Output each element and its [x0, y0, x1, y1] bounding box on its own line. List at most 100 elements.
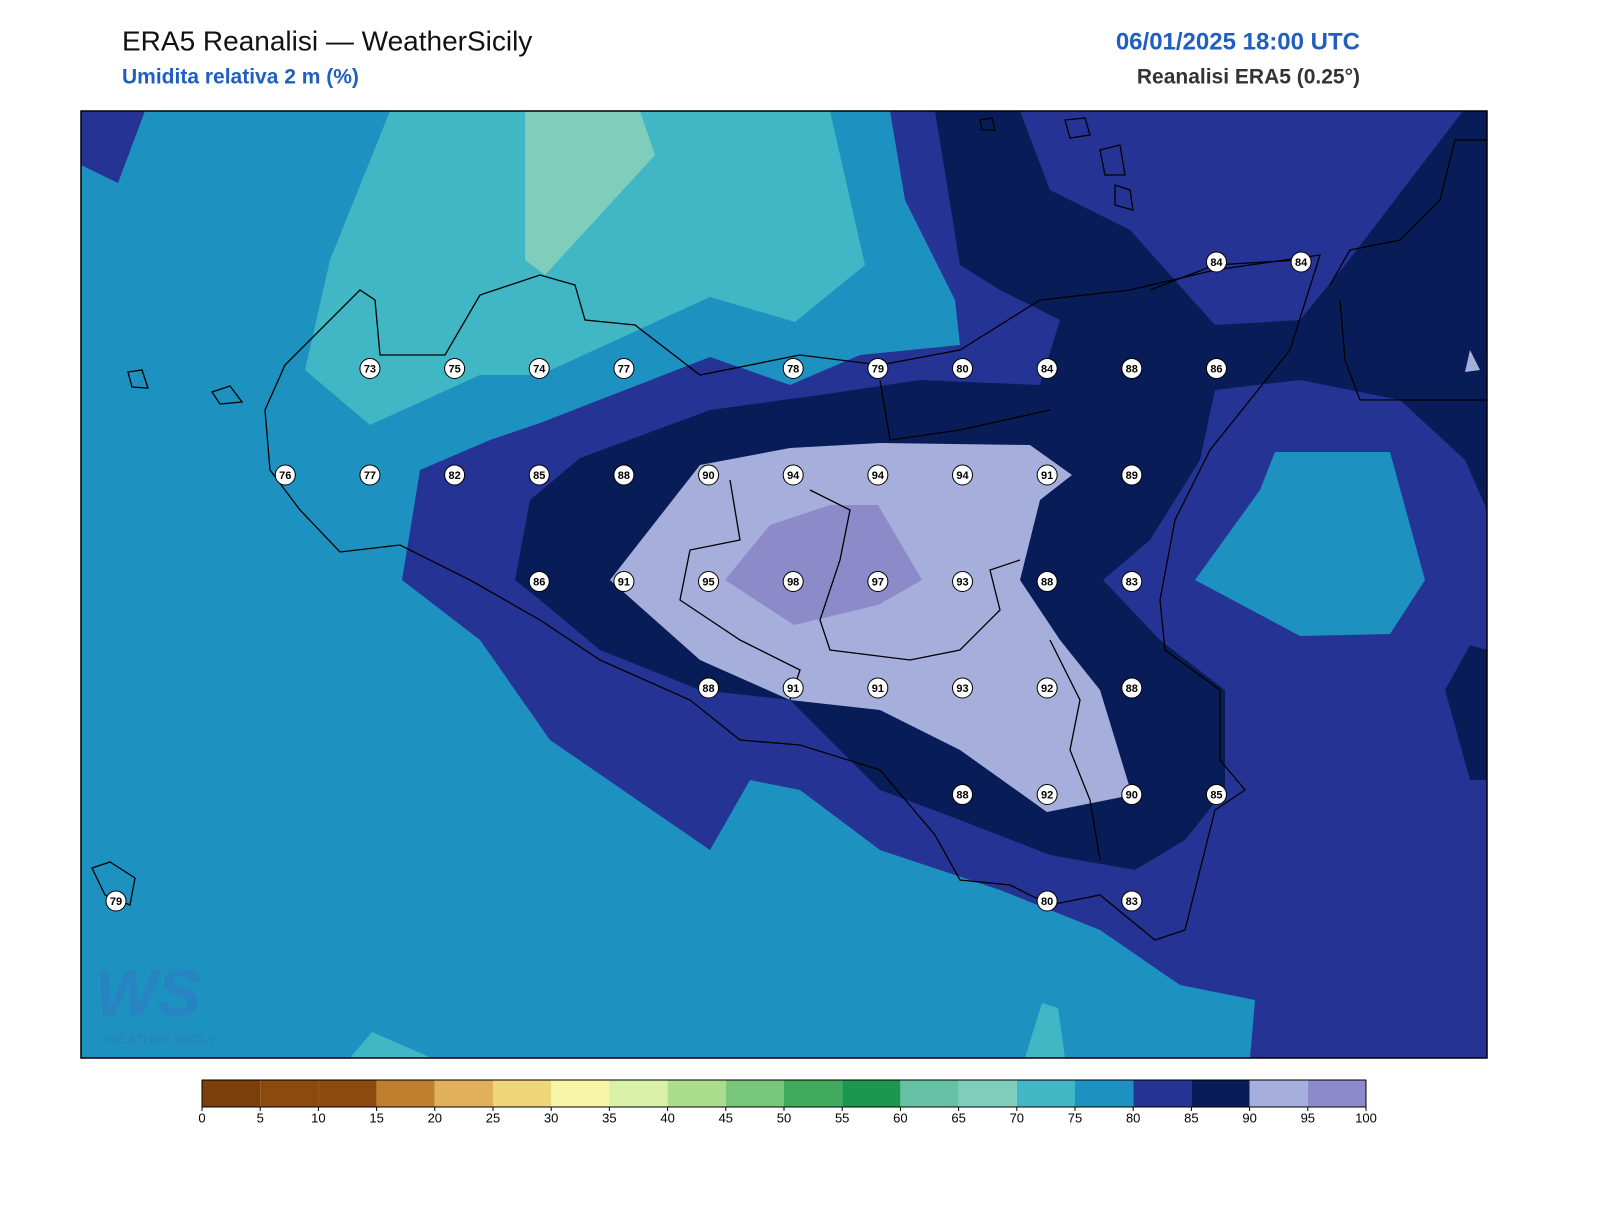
- colorbar-tick-label: 75: [1068, 1110, 1082, 1125]
- station-marker: [359, 358, 381, 379]
- station-value: 91: [618, 576, 630, 588]
- station-marker: [1121, 677, 1143, 699]
- station-marker: [867, 358, 889, 379]
- band-90-95: [610, 443, 1132, 812]
- band-70-75: [305, 111, 865, 425]
- station-marker: [782, 464, 804, 486]
- station-marker: [1290, 251, 1312, 273]
- station-marker: [1121, 784, 1143, 805]
- station-marker: [1121, 464, 1143, 486]
- station-value: 92: [1041, 789, 1053, 801]
- station-value: 88: [956, 789, 968, 801]
- station-value: 88: [1041, 576, 1053, 588]
- station-marker: [613, 358, 635, 379]
- colorbar-segment: [1016, 1080, 1075, 1107]
- colorbar-segment: [609, 1080, 668, 1107]
- colorbar-segment: [842, 1080, 901, 1107]
- station-marker: [528, 571, 550, 592]
- colorbar-segment: [318, 1080, 377, 1107]
- station-value: 80: [1041, 896, 1053, 908]
- station-marker: [867, 571, 889, 592]
- station-value: 93: [956, 576, 968, 588]
- station-marker: [444, 358, 466, 379]
- colorbar-tick-label: 85: [1184, 1110, 1198, 1125]
- band-85-90: [1445, 645, 1487, 780]
- station-marker: [1036, 890, 1058, 912]
- station-value: 88: [618, 470, 630, 482]
- station-value: 84: [1041, 363, 1054, 375]
- station-value: 94: [872, 470, 885, 482]
- station-value: 73: [364, 363, 376, 375]
- colorbar-tick-label: 60: [893, 1110, 907, 1125]
- band-65-70: [525, 111, 655, 275]
- band-80-85: [81, 111, 145, 183]
- station-marker: [698, 677, 720, 699]
- station-marker: [1121, 571, 1143, 592]
- map: [81, 111, 1487, 1058]
- station-marker: [1205, 251, 1227, 273]
- colorbar-tick-label: 10: [311, 1110, 325, 1125]
- station-marker: [952, 358, 973, 379]
- station-marker: [782, 571, 804, 592]
- station-marker: [698, 464, 720, 486]
- colorbar-tick-label: 55: [835, 1110, 849, 1125]
- station-value: 74: [533, 363, 546, 375]
- station-value: 93: [956, 683, 968, 695]
- colorbar-tick-label: 65: [951, 1110, 965, 1125]
- station-value: 85: [1210, 789, 1222, 801]
- colorbar-segment: [900, 1080, 959, 1107]
- band-70-75: [350, 1032, 432, 1058]
- station-value: 77: [618, 363, 630, 375]
- station-marker: [1036, 784, 1058, 805]
- band-90-95: [1465, 350, 1480, 372]
- station-marker: [952, 571, 973, 592]
- station-marker: [952, 464, 973, 486]
- station-marker: [528, 464, 550, 486]
- band-75-80: [1195, 452, 1425, 636]
- colorbar-tick-label: 0: [198, 1110, 205, 1125]
- title: ERA5 Reanalisi — WeatherSicily: [122, 25, 532, 56]
- station-marker: [782, 677, 804, 699]
- logo: WS: [95, 955, 201, 1029]
- logo-subtitle: WEATHER SICILY: [106, 1031, 215, 1046]
- station-value: 78: [787, 363, 799, 375]
- map-frame: [80, 110, 1488, 1059]
- colorbar-tick-label: 90: [1242, 1110, 1256, 1125]
- colorbar-tick-label: 70: [1010, 1110, 1024, 1125]
- colorbar-segment: [260, 1080, 319, 1107]
- station-marker: [1121, 358, 1143, 379]
- colorbar-tick-label: 20: [428, 1110, 442, 1125]
- source: Reanalisi ERA5 (0.25°): [1137, 66, 1360, 89]
- colorbar-segment: [1249, 1080, 1308, 1107]
- station-value: 84: [1295, 257, 1308, 269]
- station-marker: [698, 571, 720, 592]
- band-95-100: [725, 505, 922, 625]
- station-value: 79: [110, 896, 122, 908]
- colorbar-segment: [1075, 1080, 1134, 1107]
- station-value: 79: [872, 363, 884, 375]
- colorbar-segment: [1133, 1080, 1192, 1107]
- station-value: 90: [1126, 789, 1138, 801]
- colorbar-segment: [434, 1080, 493, 1107]
- colorbar-segment: [1191, 1080, 1250, 1107]
- station-value: 86: [1210, 363, 1222, 375]
- station-marker: [444, 464, 466, 486]
- station-value: 77: [364, 470, 376, 482]
- colorbar-tick-label: 80: [1126, 1110, 1140, 1125]
- colorbar-tick-label: 5: [257, 1110, 264, 1125]
- colorbar-tick-label: 50: [777, 1110, 791, 1125]
- colorbar-tick-label: 15: [369, 1110, 383, 1125]
- colorbar-segment: [202, 1080, 261, 1107]
- station-value: 90: [702, 470, 714, 482]
- colorbar-segment: [958, 1080, 1017, 1107]
- station-value: 92: [1041, 683, 1053, 695]
- station-marker: [867, 677, 889, 699]
- colorbar-segment: [667, 1080, 726, 1107]
- station-marker: [105, 890, 127, 912]
- datetime: 06/01/2025 18:00 UTC: [1116, 28, 1360, 55]
- station-value: 91: [872, 683, 884, 695]
- station-value: 89: [1126, 470, 1138, 482]
- station-value: 91: [787, 683, 799, 695]
- station-value: 94: [956, 470, 969, 482]
